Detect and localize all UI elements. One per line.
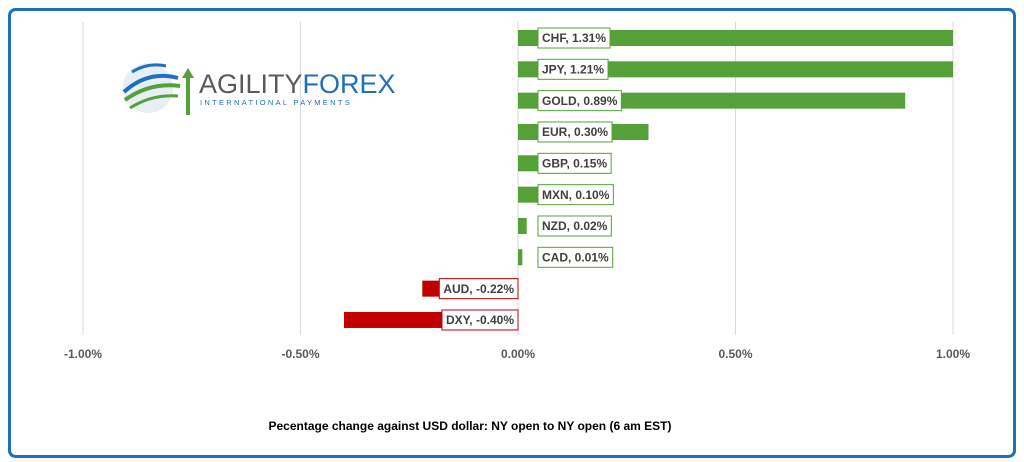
x-tick-label: -0.50% xyxy=(281,347,319,361)
data-label: DXY, -0.40% xyxy=(441,309,519,331)
data-label-box xyxy=(537,90,622,112)
data-label-text: GBP, 0.15% xyxy=(542,156,607,170)
data-label: JPY, 1.21% xyxy=(537,58,609,80)
logo-name: AGILITYFOREX xyxy=(199,69,396,99)
data-label: CAD, 0.01% xyxy=(537,246,614,268)
data-label-text: JPY, 1.21% xyxy=(542,63,604,77)
data-label-box xyxy=(441,309,519,331)
x-tick-label: 0.00% xyxy=(501,347,535,361)
bar xyxy=(518,61,953,78)
data-label-box xyxy=(537,121,613,143)
data-label: AUD, -0.22% xyxy=(438,278,519,300)
data-label-text: CAD, 0.01% xyxy=(542,250,609,264)
data-label: CHF, 1.31% xyxy=(537,27,611,49)
labels: CHF, 1.31% JPY, 1.21% GOLD, 0.89% EUR, 0.30… xyxy=(438,27,622,331)
logo-arrow xyxy=(182,68,194,115)
data-label-box xyxy=(438,278,519,300)
data-label-box xyxy=(537,184,614,206)
data-label-text: CHF, 1.31% xyxy=(542,31,606,45)
data-label-text: NZD, 0.02% xyxy=(542,219,608,233)
x-tick-label: 1.00% xyxy=(936,347,970,361)
data-label-text: MXN, 0.10% xyxy=(542,188,610,202)
data-label: GOLD, 0.89% xyxy=(537,90,622,112)
data-label: EUR, 0.30% xyxy=(537,121,613,143)
data-label-text: DXY, -0.40% xyxy=(446,313,514,327)
bar xyxy=(518,30,953,46)
data-label-box xyxy=(537,58,609,80)
x-tick-label: -1.00% xyxy=(64,347,102,361)
data-label: MXN, 0.10% xyxy=(537,184,614,206)
data-label-box xyxy=(537,246,614,268)
x-tick-label: 0.50% xyxy=(718,347,752,361)
x-axis-title: Pecentage change against USD dollar: NY … xyxy=(269,419,672,433)
data-label-box xyxy=(537,152,612,174)
bar xyxy=(518,249,523,266)
bar xyxy=(518,217,527,234)
logo-tagline: INTERNATIONAL PAYMENTS xyxy=(200,98,352,107)
frame xyxy=(8,8,1016,458)
data-label-text: GOLD, 0.89% xyxy=(542,94,618,108)
data-label-box xyxy=(537,27,611,49)
data-label-text: AUD, -0.22% xyxy=(443,282,514,296)
logo-globe xyxy=(122,63,181,113)
logo-name-1: AGILITY xyxy=(199,69,303,99)
data-label-box xyxy=(537,215,612,237)
logo: AGILITYFOREX INTERNATIONAL PAYMENTS xyxy=(122,63,396,115)
logo-name-2: FOREX xyxy=(303,69,396,99)
data-label-text: EUR, 0.30% xyxy=(542,125,608,139)
data-label: NZD, 0.02% xyxy=(537,215,612,237)
data-label: GBP, 0.15% xyxy=(537,152,612,174)
